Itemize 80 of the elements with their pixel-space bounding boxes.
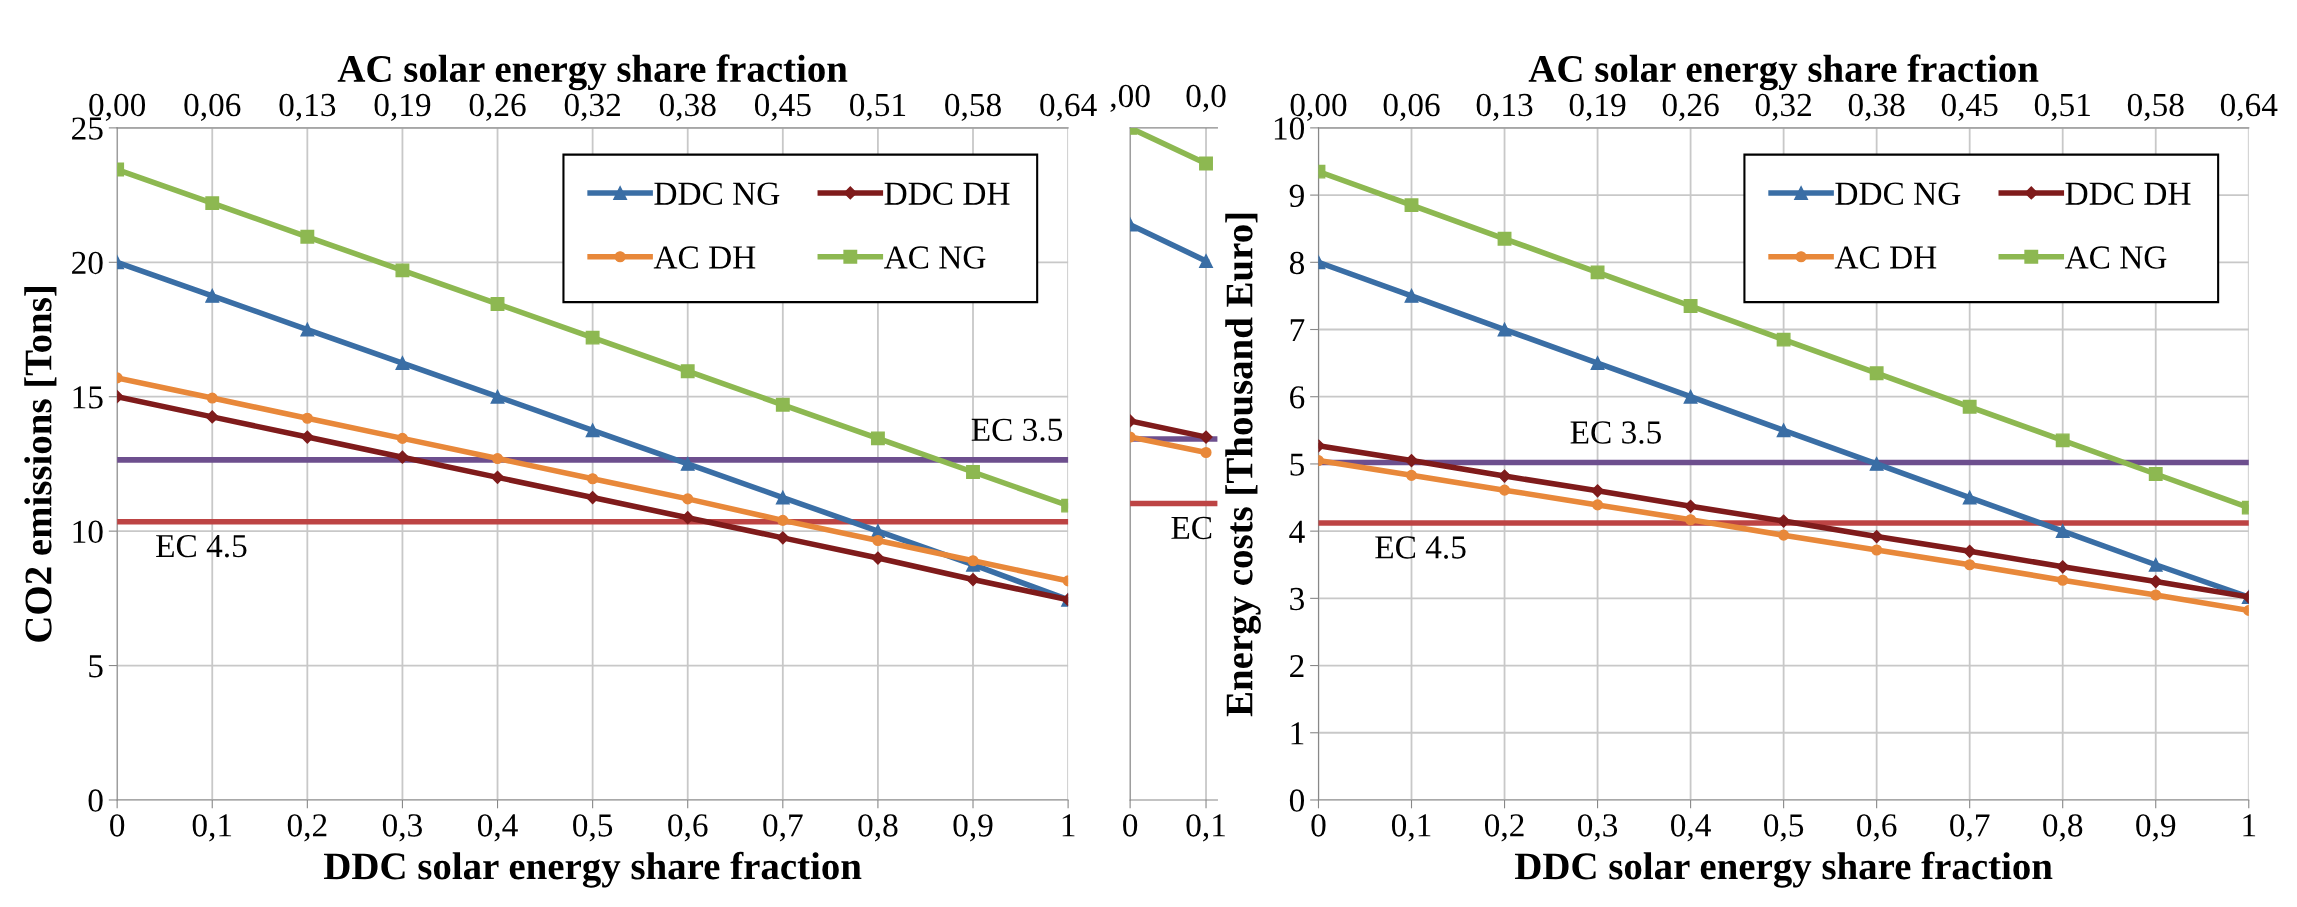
x-tick-label: 0,3 bbox=[1578, 814, 1618, 842]
y-tick-label: 0 bbox=[88, 789, 103, 812]
x2-axis-title: AC solar energy share fraction bbox=[1528, 54, 2039, 91]
y-tick-label: 0 bbox=[1289, 789, 1305, 812]
x-tick-label: 0,3 bbox=[382, 814, 422, 842]
x2-tick-label: 0,19 bbox=[1569, 93, 1626, 122]
x2-tick-label: 0,38 bbox=[1848, 93, 1905, 122]
x-tick-label: 0,2 bbox=[287, 814, 327, 842]
x2-tick-label: 0,58 bbox=[2127, 93, 2184, 122]
x-tick-label: 0,5 bbox=[573, 814, 613, 842]
x-axis-title: DDC solar energy share fraction bbox=[1514, 851, 2053, 888]
x-tick-label: 1 bbox=[1062, 814, 1075, 837]
x-tick-label: 0,6 bbox=[1857, 814, 1897, 842]
y-tick-label: 3 bbox=[1290, 587, 1304, 611]
x2-tick-label: 0,06 bbox=[1383, 93, 1440, 122]
legend-label: AC NG bbox=[2064, 246, 2167, 269]
y-tick-label: 1 bbox=[1291, 722, 1304, 745]
x2-tick-label: 0,51 bbox=[850, 93, 906, 122]
x-tick-label: 0,2 bbox=[1484, 814, 1524, 842]
x-tick-label: 0,7 bbox=[1950, 814, 1990, 842]
x-tick-label: 0,8 bbox=[858, 814, 898, 842]
x-tick-label: 0 bbox=[110, 814, 125, 837]
legend-label: DDC NG bbox=[1835, 182, 1961, 205]
y-tick-label: 7 bbox=[1290, 319, 1305, 342]
y-tick-label: 8 bbox=[1289, 251, 1305, 275]
x2-tick-label: 0,64 bbox=[1040, 93, 1097, 122]
ref-line-label: EC 4.5 bbox=[1375, 536, 1466, 559]
x2-tick-label: 0,19 bbox=[374, 93, 431, 122]
ref-line-label: EC 3.5 bbox=[1570, 421, 1661, 444]
x2-tick-label: 0,45 bbox=[1941, 93, 1998, 122]
x-tick-label: 0,1 bbox=[192, 814, 232, 842]
x-tick-label: 0,4 bbox=[477, 814, 518, 842]
x2-tick-label: 0,26 bbox=[469, 93, 526, 122]
x2-tick-label: 0,58 bbox=[945, 93, 1001, 122]
y-tick-label: 15 bbox=[73, 386, 103, 409]
y-tick-label: 5 bbox=[89, 655, 103, 678]
x-tick-label: 0 bbox=[1311, 814, 1326, 837]
y-tick-label: 9 bbox=[1289, 184, 1304, 207]
x-tick-label: 0,4 bbox=[1671, 814, 1711, 842]
text: 0,0 bbox=[1186, 84, 1226, 113]
x2-axis-title: AC solar energy share fraction bbox=[337, 54, 848, 91]
y-axis-title: Energy costs [Thousand Euro] bbox=[1225, 213, 1261, 717]
x-tick-label: 1 bbox=[2243, 814, 2256, 837]
x-tick-label: 0,9 bbox=[953, 814, 993, 842]
x-tick-label: 0,1 bbox=[1391, 814, 1431, 842]
legend-label: DDC NG bbox=[654, 182, 780, 205]
ref-line-label: EC 4.5 bbox=[156, 534, 247, 558]
legend-label: DDC DH bbox=[2065, 182, 2191, 205]
x-tick-label: 0,6 bbox=[668, 814, 708, 842]
x2-tick-label: 0,51 bbox=[2034, 93, 2090, 122]
legend-label: DDC DH bbox=[884, 182, 1010, 205]
legend-label: AC DH bbox=[653, 246, 756, 269]
x2-tick-label: 0,13 bbox=[1476, 93, 1533, 122]
x-tick-label: 0,7 bbox=[763, 814, 803, 842]
x2-tick-label: 0,38 bbox=[659, 93, 716, 122]
x-tick-label: 0,8 bbox=[2043, 814, 2083, 842]
x2-tick-label: 0,06 bbox=[184, 93, 241, 122]
y-axis-title: CO2 emissions [Tons] bbox=[24, 287, 57, 642]
y-tick-label: 4 bbox=[1289, 520, 1305, 543]
x2-tick-label: 0,26 bbox=[1662, 93, 1719, 122]
x2-tick-label: 0,64 bbox=[2220, 93, 2278, 122]
x-tick-label: 0,1 bbox=[1186, 814, 1225, 842]
x-tick-label: 0,9 bbox=[2136, 814, 2176, 842]
x2-tick-label: 0,45 bbox=[754, 93, 811, 122]
x-axis-title: DDC solar energy share fraction bbox=[323, 851, 862, 888]
x2-tick-label: 0,13 bbox=[279, 93, 336, 122]
y-tick-label: 20 bbox=[72, 251, 103, 275]
ref-line-label: EC 3.5 bbox=[971, 418, 1063, 442]
ref-line-label: EC bbox=[1171, 516, 1212, 540]
legend-label: AC DH bbox=[1834, 246, 1937, 269]
y-tick-label: 2 bbox=[1290, 655, 1304, 678]
text: ,00 bbox=[1110, 84, 1150, 113]
x2-tick-label: 0,32 bbox=[1755, 93, 1811, 122]
x2-tick-label: 0,32 bbox=[564, 93, 620, 122]
y-tick-label: 6 bbox=[1290, 386, 1305, 409]
y-tick-label: 5 bbox=[1290, 453, 1304, 476]
y-tick-label: 10 bbox=[73, 520, 103, 544]
x-tick-label: 0 bbox=[1123, 814, 1138, 837]
x-tick-label: 0,5 bbox=[1764, 814, 1804, 842]
legend-label: AC NG bbox=[883, 246, 986, 269]
